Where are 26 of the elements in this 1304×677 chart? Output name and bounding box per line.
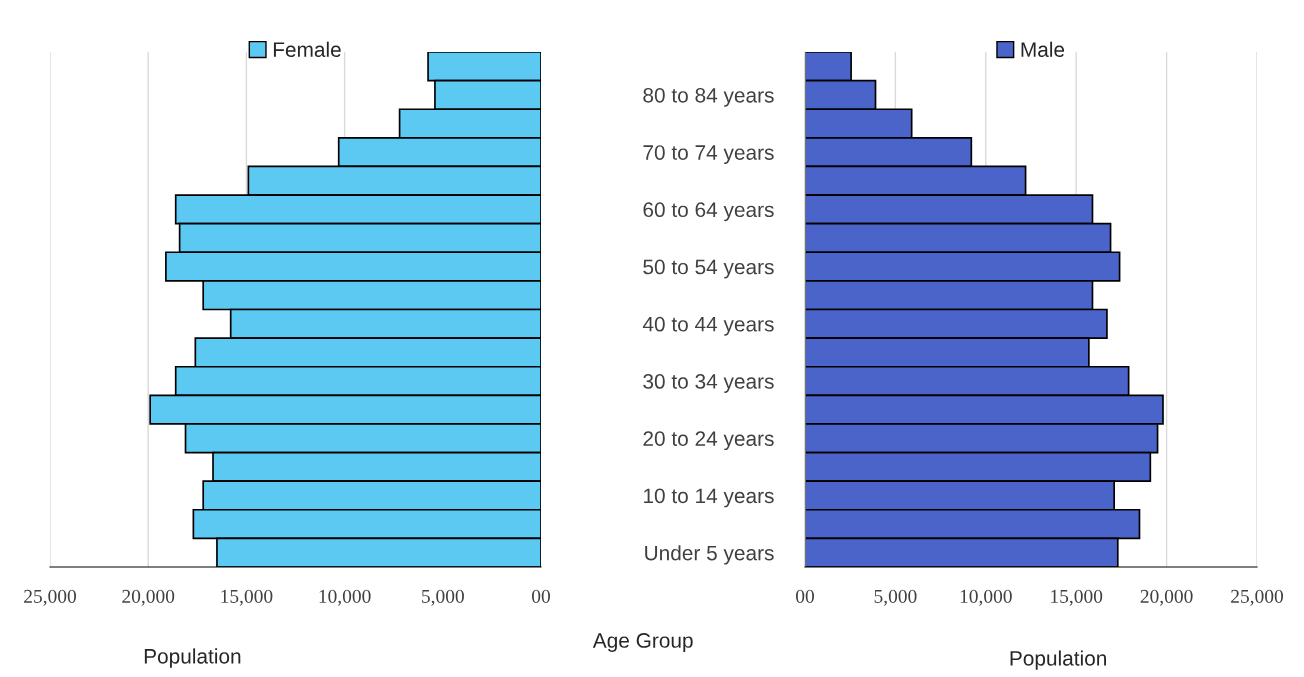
x-axis-title: Population [1010, 650, 1106, 670]
y-tick-label: Under 5 years [645, 545, 774, 565]
x-tick-label: 20,000 [122, 589, 175, 606]
x-tick-label: 25,000 [1231, 589, 1283, 606]
x-tick-label: 10,000 [319, 589, 371, 606]
x-tick-label: 25,000 [24, 589, 76, 606]
legend-label: Male [1021, 41, 1065, 57]
x-tick-label: 00 [796, 589, 814, 603]
y-tick-label: 20 to 24 years [643, 431, 774, 451]
y-tick-label: 50 to 54 years [643, 259, 774, 279]
x-tick-label: 15,000 [221, 589, 273, 606]
y-tick-label: 80 to 84 years [643, 87, 774, 107]
legend-label: Female [273, 41, 341, 57]
x-axis-title: Population [144, 648, 241, 668]
x-tick-label: 00 [532, 589, 550, 603]
x-tick-label: 5,000 [874, 589, 917, 606]
y-tick-label: 60 to 64 years [643, 202, 774, 222]
y-tick-label: 30 to 34 years [643, 374, 774, 393]
x-tick-label: 15,000 [1051, 589, 1103, 606]
x-tick-label: 20,000 [1140, 589, 1193, 606]
y-tick-label: 10 to 14 years [644, 488, 774, 508]
y-axis-title: Age Group [592, 633, 693, 652]
y-tick-label: 70 to 74 years [643, 145, 774, 164]
x-tick-label: 5,000 [422, 589, 464, 606]
y-tick-label: 40 to 44 years [642, 316, 774, 336]
x-tick-label: 10,000 [960, 589, 1012, 606]
